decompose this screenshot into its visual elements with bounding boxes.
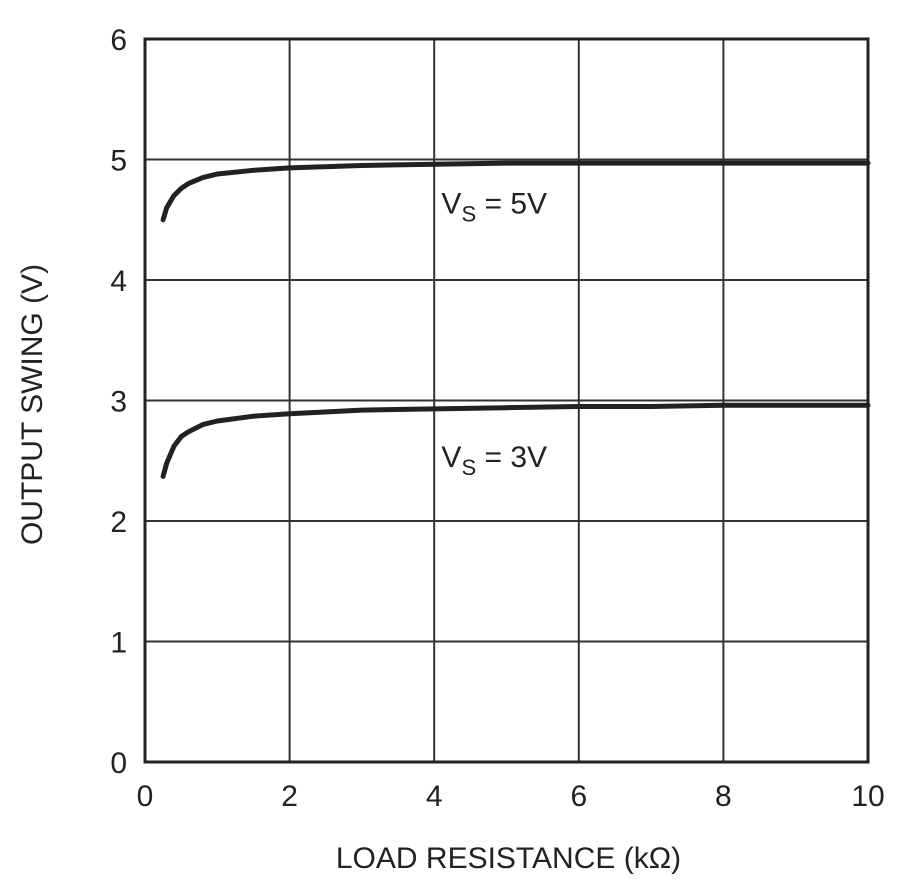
y-tick-label: 0 [110,747,127,780]
x-tick-label: 10 [851,780,884,813]
tick-labels: 0 2 4 6 8 10 0 1 2 3 4 5 6 [110,24,884,813]
y-tick-label: 2 [110,506,127,539]
series-annotation-1: VS = 5V [441,188,547,227]
y-tick-label: 3 [110,386,127,419]
x-axis-title: LOAD RESISTANCE (kΩ) [336,842,681,875]
annotations: VS = 5V VS = 3V [441,188,547,480]
grid [145,39,868,762]
y-axis-title: OUTPUT SWING (V) [16,264,49,545]
series-line-1 [160,160,871,223]
series-line-2 [160,402,871,479]
series-group [160,160,871,479]
x-tick-label: 4 [426,780,443,813]
x-tick-label: 8 [715,780,732,813]
y-tick-label: 6 [110,24,127,57]
x-tick-label: 6 [570,780,587,813]
plot-frame [143,37,870,764]
y-tick-label: 1 [110,627,127,660]
x-tick-label: 0 [137,780,154,813]
series-annotation-2: VS = 3V [441,441,547,480]
y-tick-label: 4 [110,265,127,298]
y-tick-label: 5 [110,145,127,178]
x-tick-label: 2 [281,780,298,813]
